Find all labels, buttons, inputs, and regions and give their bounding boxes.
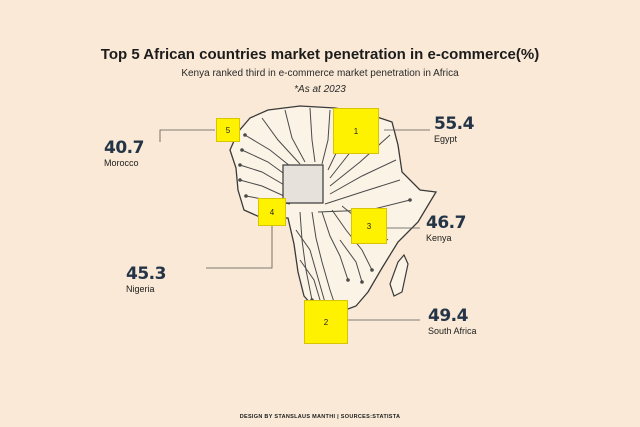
leader-lines xyxy=(159,129,430,321)
madagascar-outline xyxy=(389,253,409,297)
country-south-africa: South Africa xyxy=(428,326,477,336)
rank-box-nigeria: 4 xyxy=(258,198,286,226)
country-nigeria: Nigeria xyxy=(126,284,155,294)
chart-subtitle: Kenya ranked third in e-commerce market … xyxy=(181,68,459,79)
rank-box-kenya: 3 xyxy=(351,208,387,244)
value-kenya: 46.7 xyxy=(426,213,466,233)
chart-title: Top 5 African countries market penetrati… xyxy=(100,46,540,63)
chart-note: *As at 2023 xyxy=(294,84,346,95)
value-south-africa: 49.4 xyxy=(428,306,468,326)
rank-box-morocco: 5 xyxy=(216,118,240,142)
footer-credits: DESIGN BY STANSLAUS MANTHI | SOURCES:STA… xyxy=(239,414,401,420)
value-morocco: 40.7 xyxy=(104,138,144,158)
rank-box-south-africa: 2 xyxy=(304,300,348,344)
country-morocco: Morocco xyxy=(104,158,139,168)
value-egypt: 55.4 xyxy=(434,114,474,134)
country-kenya: Kenya xyxy=(426,233,452,243)
value-nigeria: 45.3 xyxy=(126,264,166,284)
rank-box-egypt: 1 xyxy=(333,108,379,154)
chip-icon xyxy=(282,164,324,204)
country-egypt: Egypt xyxy=(434,134,458,144)
